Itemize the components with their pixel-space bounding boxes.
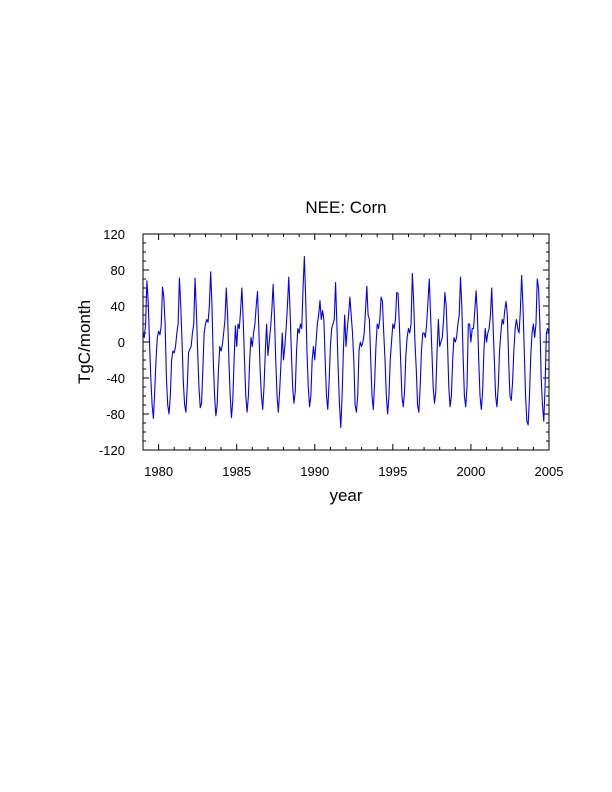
plot-frame [142, 233, 550, 451]
y-tick-label: -40 [106, 371, 125, 386]
chart-title: NEE: Corn [305, 198, 386, 217]
tick-labels: 1980 1985 1990 1995 2000 2005 -120 -80 -40 0 40 80 1… [99, 227, 563, 479]
x-axis-label: year [329, 486, 362, 505]
x-tick-label: 2000 [456, 464, 485, 479]
y-tick-label: 0 [118, 335, 125, 350]
y-axis-label: TgC/month [75, 300, 94, 384]
x-tick-label: 2005 [535, 464, 564, 479]
y-tick-label: -80 [106, 407, 125, 422]
y-tick-label: 80 [111, 263, 125, 278]
y-tick-label: 40 [111, 299, 125, 314]
x-tick-label: 1995 [378, 464, 407, 479]
series-line [142, 255, 550, 429]
y-tick-label: 120 [103, 227, 125, 242]
x-tick-label: 1980 [144, 464, 173, 479]
x-tick-label: 1985 [222, 464, 251, 479]
x-tick-label: 1990 [300, 464, 329, 479]
y-tick-label: -120 [99, 443, 125, 458]
